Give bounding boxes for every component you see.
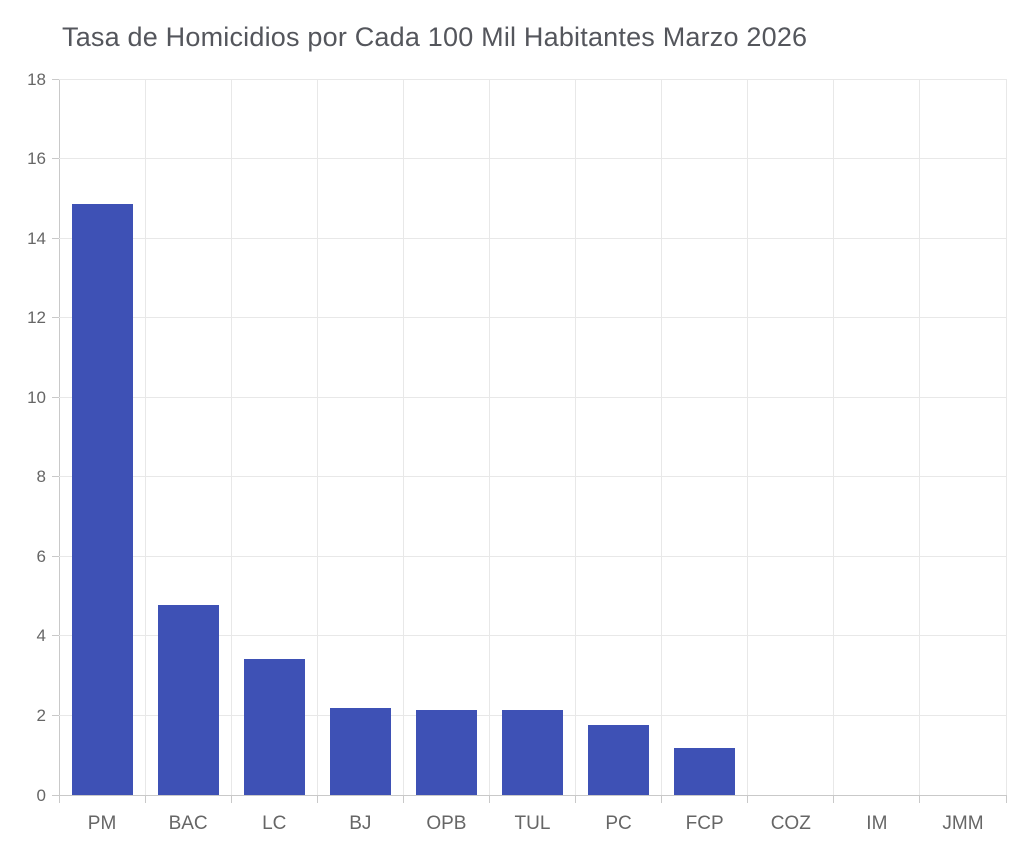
x-grid-line xyxy=(488,79,490,795)
y-tick-mark xyxy=(52,476,59,478)
bar xyxy=(415,710,477,795)
x-tick-label: BAC xyxy=(168,813,208,834)
y-tick-label: 2 xyxy=(36,705,46,725)
y-tick-label: 14 xyxy=(27,228,46,248)
x-tick-mark xyxy=(833,796,835,803)
bar xyxy=(71,204,133,795)
x-grid-line xyxy=(833,79,835,795)
bar xyxy=(329,708,391,795)
y-grid-line xyxy=(59,555,1006,557)
x-grid-line xyxy=(575,79,577,795)
x-grid-line xyxy=(747,79,749,795)
x-tick-label: FCP xyxy=(685,813,724,834)
x-tick-mark xyxy=(230,796,232,803)
x-tick-label: COZ xyxy=(770,813,811,834)
y-tick-label: 6 xyxy=(36,546,46,566)
x-tick-mark xyxy=(316,796,318,803)
y-grid-line xyxy=(59,635,1006,637)
y-tick-label: 4 xyxy=(36,626,46,646)
x-grid-line xyxy=(144,79,146,795)
x-tick-mark xyxy=(747,796,749,803)
y-grid-line xyxy=(59,476,1006,478)
x-tick-mark xyxy=(402,796,404,803)
chart-title: Tasa de Homicidios por Cada 100 Mil Habi… xyxy=(62,22,808,52)
x-tick-mark xyxy=(488,796,490,803)
y-tick-mark xyxy=(52,794,59,796)
y-tick-mark xyxy=(52,714,59,716)
x-tick-mark xyxy=(144,796,146,803)
y-tick-mark xyxy=(52,158,59,160)
y-tick-mark xyxy=(52,555,59,557)
bar xyxy=(588,724,650,795)
y-grid-line xyxy=(59,237,1006,239)
x-tick-label: OPB xyxy=(426,813,467,834)
x-tick-label: IM xyxy=(866,813,888,834)
plot-area xyxy=(59,78,1007,795)
y-tick-label: 10 xyxy=(27,387,46,407)
x-tick-mark xyxy=(919,796,921,803)
x-tick-label: LC xyxy=(262,813,287,834)
bar xyxy=(674,747,736,795)
y-grid-line xyxy=(59,158,1006,160)
x-grid-line xyxy=(1005,79,1007,795)
y-axis-line xyxy=(59,79,60,795)
x-grid-line xyxy=(230,79,232,795)
bar xyxy=(502,710,563,795)
y-grid-line xyxy=(59,317,1006,319)
x-tick-label: JMM xyxy=(942,813,984,834)
x-tick-label: BJ xyxy=(349,813,372,834)
y-tick-label: 12 xyxy=(27,308,46,328)
bar xyxy=(243,658,305,795)
y-tick-mark xyxy=(52,635,59,637)
x-axis-line xyxy=(59,795,1007,796)
x-tick-mark xyxy=(575,796,577,803)
y-tick-mark xyxy=(52,237,59,239)
y-tick-label: 18 xyxy=(27,69,46,89)
y-grid-line xyxy=(59,396,1006,398)
y-tick-mark xyxy=(52,317,59,319)
x-grid-line xyxy=(661,79,663,795)
x-tick-label: PC xyxy=(605,813,632,834)
y-grid-line xyxy=(59,78,1006,80)
y-tick-mark xyxy=(52,78,59,80)
y-tick-mark xyxy=(52,396,59,398)
x-tick-label: PM xyxy=(87,813,117,834)
x-tick-mark xyxy=(1005,796,1007,803)
y-tick-label: 16 xyxy=(27,149,46,169)
x-grid-line xyxy=(919,79,921,795)
x-grid-line xyxy=(316,79,318,795)
y-tick-label: 0 xyxy=(36,785,46,805)
x-tick-mark xyxy=(661,796,663,803)
x-tick-label: TUL xyxy=(514,813,551,834)
bar xyxy=(157,605,219,795)
y-tick-label: 8 xyxy=(36,467,46,487)
x-tick-mark xyxy=(58,796,60,803)
x-grid-line xyxy=(402,79,404,795)
